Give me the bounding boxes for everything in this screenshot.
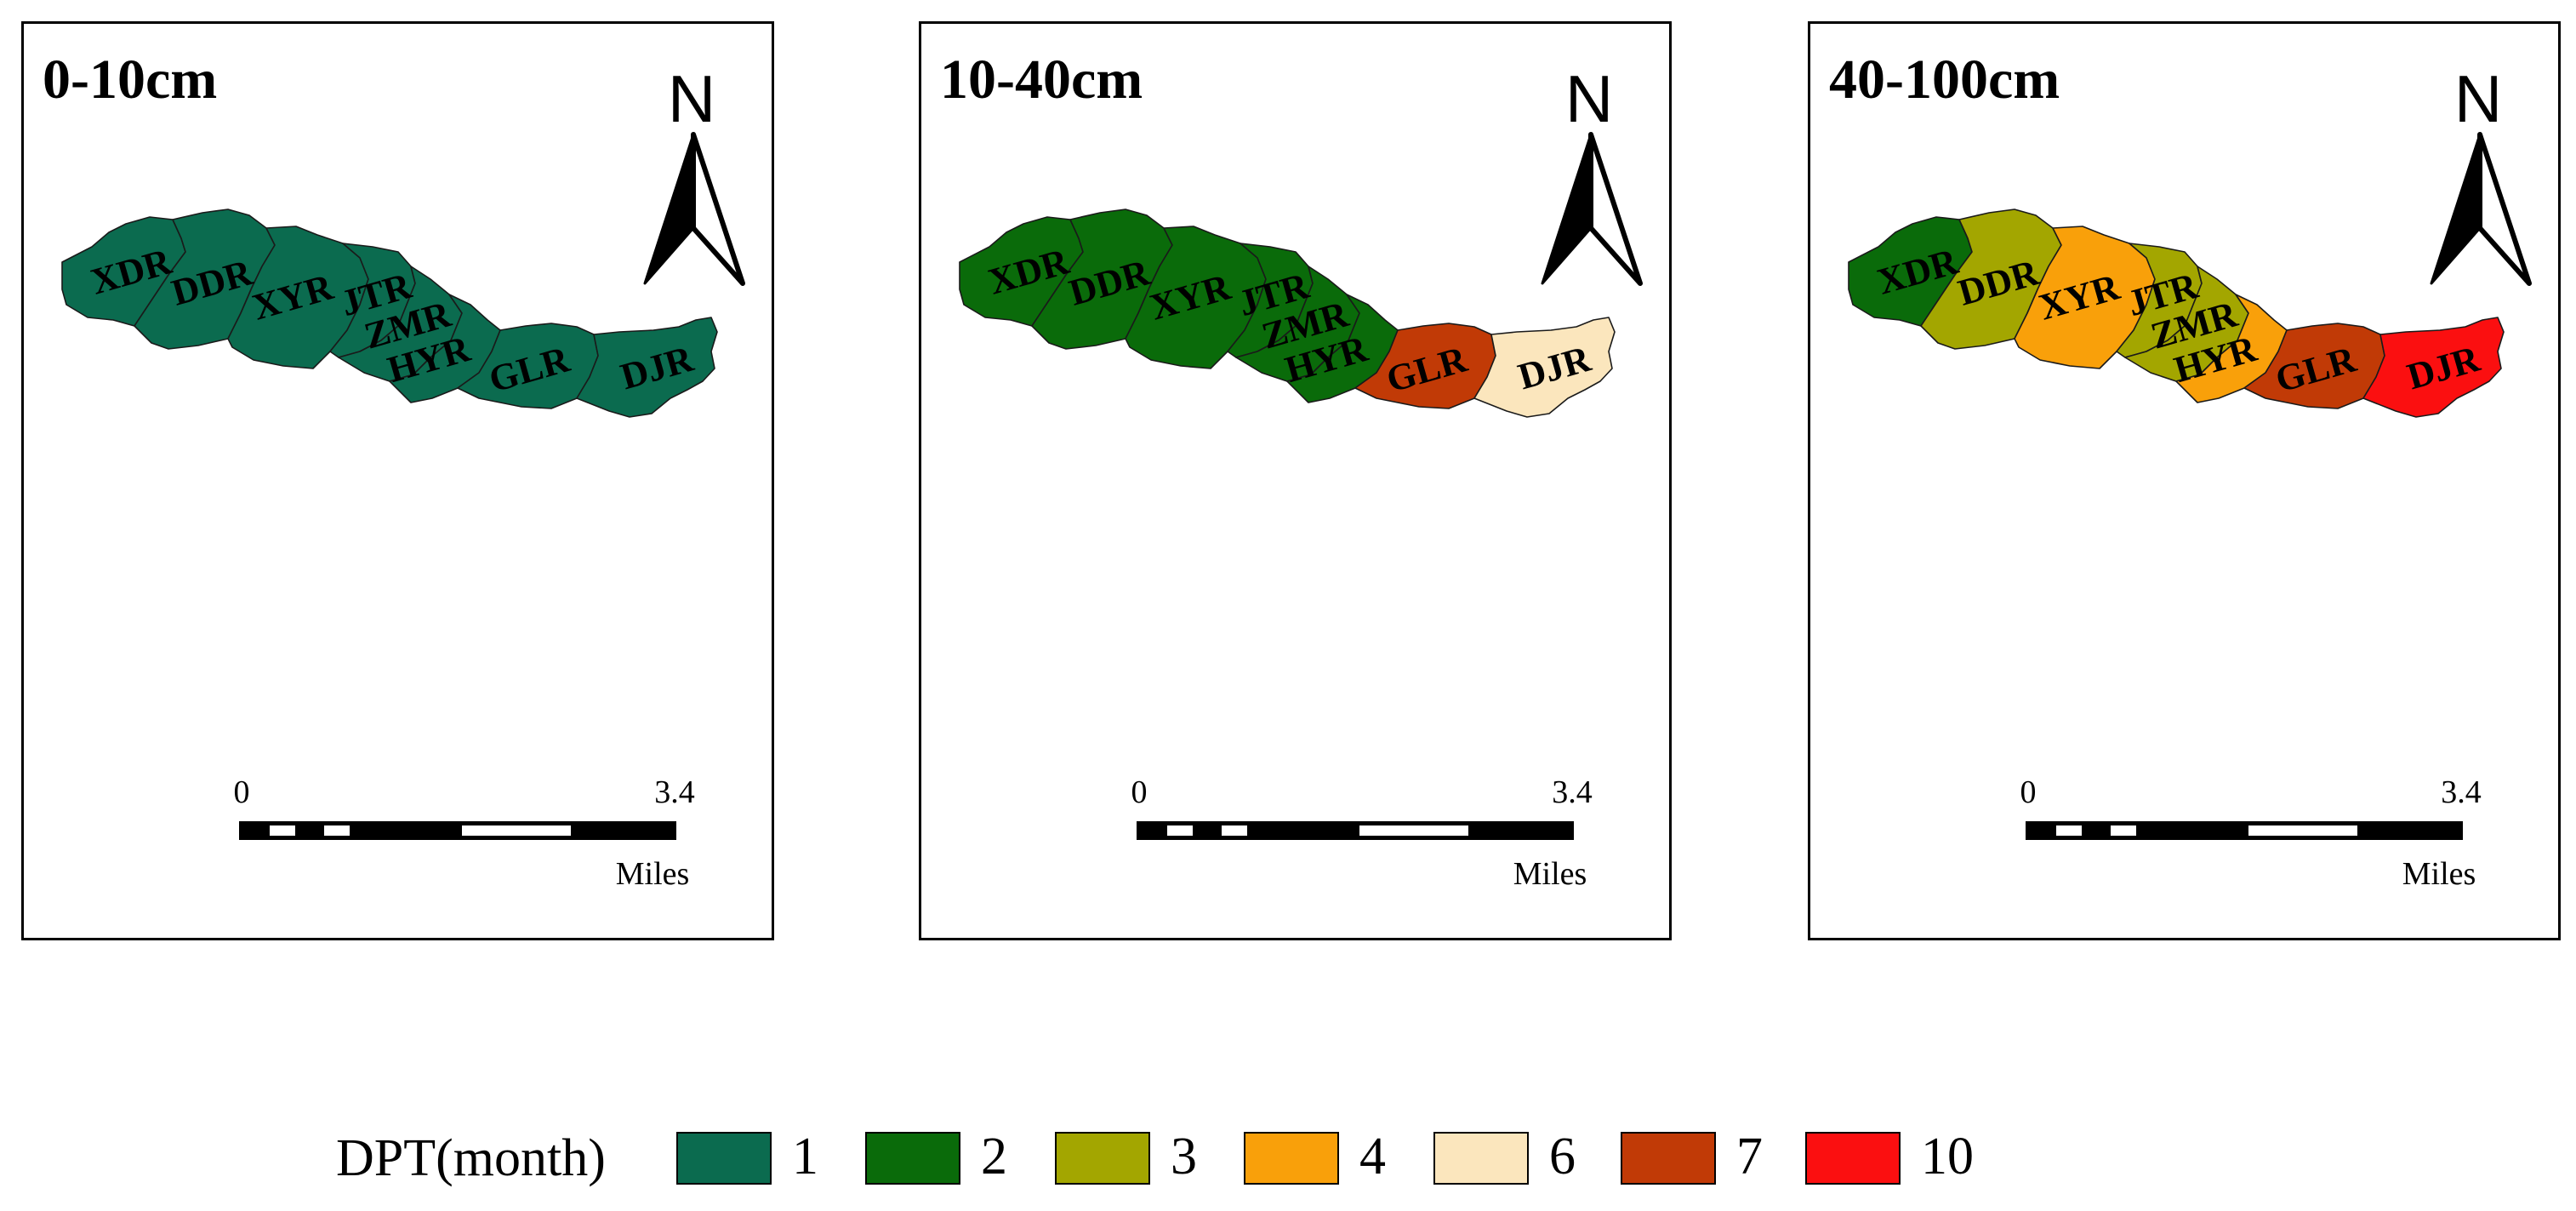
- north-arrow-icon: N: [643, 61, 745, 286]
- scale-unit: Miles: [2402, 856, 2476, 892]
- north-arrow-icon: N: [1541, 61, 1643, 286]
- north-label: N: [2454, 61, 2502, 136]
- scale-end: 3.4: [654, 774, 695, 810]
- region-hyr: [1286, 294, 1399, 403]
- legend-label: 6: [1549, 1128, 1576, 1185]
- region-glr: [2243, 323, 2385, 409]
- panel-title: 40-100cm: [1829, 49, 2060, 111]
- scale-bar: 0 3.4 Miles: [1131, 774, 1593, 892]
- legend-swatch: [676, 1132, 772, 1185]
- map-panel-0-10cm: 0-10cm XDR DDR XYR JTR ZMR HYR GLR DJR N 0 3.4 Mile…: [21, 21, 774, 940]
- legend-swatch: [1433, 1132, 1529, 1185]
- region-djr: [2362, 317, 2505, 418]
- north-label: N: [668, 61, 715, 136]
- scale-bar: 0 3.4 Miles: [234, 774, 695, 892]
- scale-unit: Miles: [1513, 856, 1587, 892]
- map-panel-40-100cm: 40-100cm XDR DDR XYR JTR ZMR HYR GLR DJR N 0 3.4 Mi…: [1808, 21, 2561, 940]
- legend-swatch: [1055, 1132, 1150, 1185]
- legend-label: 10: [1921, 1128, 1974, 1185]
- region-layer: [1848, 208, 2505, 418]
- region-layer: [959, 208, 1616, 418]
- north-arrow-icon: N: [2430, 61, 2532, 286]
- scale-unit: Miles: [616, 856, 690, 892]
- legend-label: 4: [1359, 1128, 1386, 1185]
- legend-title: DPT(month): [336, 1129, 606, 1187]
- legend-label: 1: [792, 1128, 818, 1185]
- region-glr: [457, 323, 599, 409]
- legend-swatch: [865, 1132, 960, 1185]
- region-layer: [61, 208, 718, 418]
- scale-start: 0: [1131, 774, 1148, 810]
- map-panel-10-40cm: 10-40cm XDR DDR XYR JTR ZMR HYR GLR DJR N 0 3.4 Mil…: [919, 21, 1672, 940]
- region-djr: [576, 317, 718, 418]
- legend-label: 2: [981, 1128, 1007, 1185]
- panel-title: 10-40cm: [940, 49, 1143, 111]
- north-label: N: [1565, 61, 1613, 136]
- legend-label: 7: [1736, 1128, 1763, 1185]
- legend: DPT(month) 1 2 3 4 6 7 10: [336, 1123, 2548, 1191]
- legend-swatch: [1621, 1132, 1716, 1185]
- scale-end: 3.4: [1552, 774, 1593, 810]
- region-hyr: [2175, 294, 2288, 403]
- legend-swatch: [1805, 1132, 1901, 1185]
- legend-label: 3: [1171, 1128, 1197, 1185]
- scale-end: 3.4: [2441, 774, 2482, 810]
- legend-swatch: [1244, 1132, 1339, 1185]
- scale-bar: 0 3.4 Miles: [2020, 774, 2482, 892]
- region-djr: [1473, 317, 1616, 418]
- scale-start: 0: [234, 774, 250, 810]
- region-glr: [1354, 323, 1496, 409]
- scale-start: 0: [2020, 774, 2037, 810]
- panel-title: 0-10cm: [43, 49, 218, 111]
- region-hyr: [389, 294, 501, 403]
